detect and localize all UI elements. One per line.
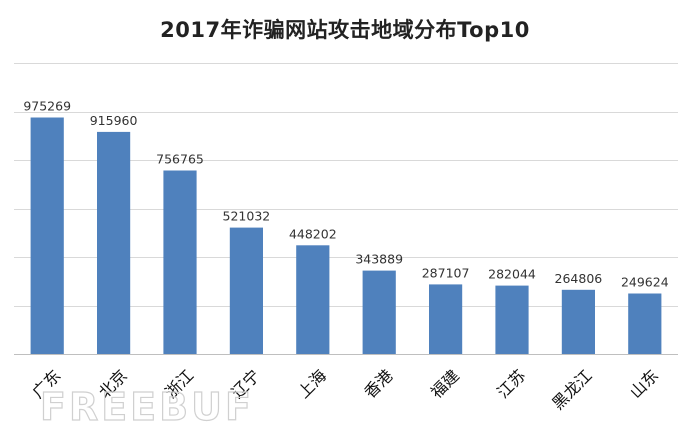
bar — [429, 284, 463, 354]
data-label: 343889 — [355, 252, 403, 267]
chart-title: 2017年诈骗网站攻击地域分布Top10 — [160, 18, 530, 42]
data-label: 448202 — [289, 226, 337, 241]
data-labels: 975269 915960 756765 521032 448202 343889 2871… — [23, 99, 668, 290]
bar — [97, 131, 131, 354]
data-label: 756765 — [156, 152, 204, 167]
bar — [163, 170, 197, 354]
bars — [30, 117, 662, 354]
data-label: 249624 — [621, 275, 669, 290]
bar — [628, 293, 662, 354]
category-label: 黑龙江 — [548, 366, 595, 413]
data-label: 521032 — [223, 209, 271, 224]
data-label: 975269 — [23, 99, 71, 114]
bar — [362, 270, 396, 354]
category-label: 江苏 — [493, 366, 529, 402]
bar — [561, 289, 595, 354]
data-label: 264806 — [555, 271, 603, 286]
data-label: 287107 — [422, 265, 470, 280]
bar — [296, 245, 330, 354]
watermark: FREEBUF — [40, 385, 254, 429]
bar — [229, 227, 263, 354]
category-label: 山东 — [626, 366, 662, 402]
bar — [495, 285, 529, 354]
category-label: 福建 — [427, 366, 463, 402]
category-label: 香港 — [360, 366, 396, 402]
data-label: 915960 — [90, 113, 138, 128]
data-label: 282044 — [488, 267, 536, 282]
bar — [30, 117, 64, 354]
category-label: 上海 — [294, 366, 330, 402]
